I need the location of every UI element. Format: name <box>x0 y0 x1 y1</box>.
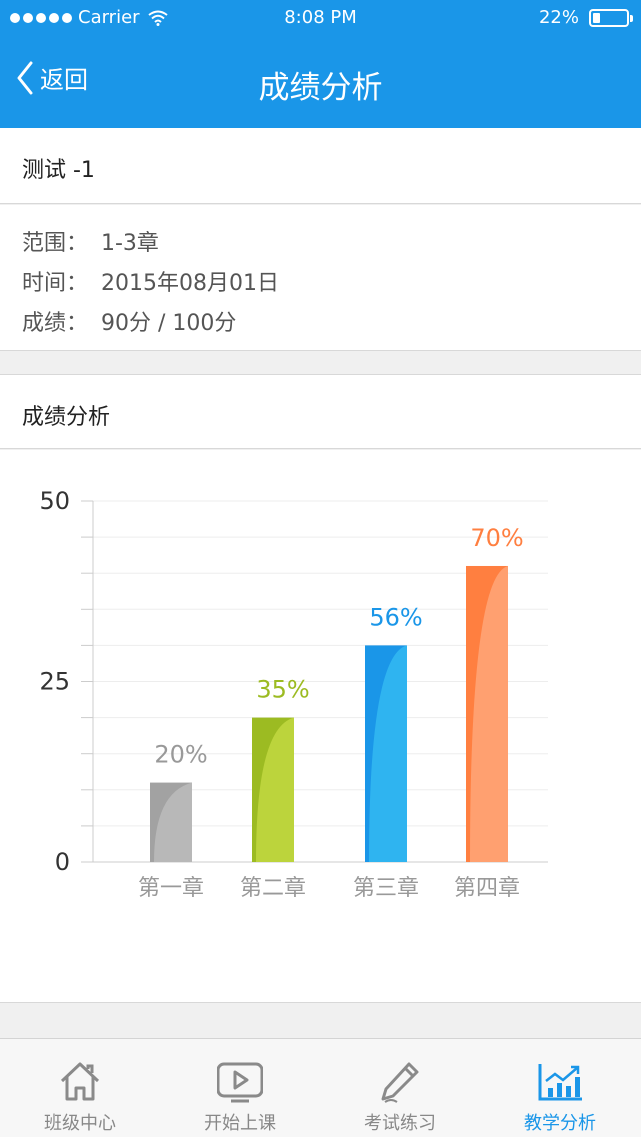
back-label: 返回 <box>40 66 88 94</box>
battery-percent: 22% <box>538 7 579 28</box>
data-label: 35% <box>256 676 309 704</box>
nav-bar: 返回 成绩分析 <box>0 36 641 128</box>
info-row-range: 范围： 1-3章 <box>22 225 159 257</box>
play-icon <box>217 1062 263 1103</box>
chart-area: 0 25 50 20% 第一章 35% 第二章 56% 第三章 70% 第四章 <box>0 450 641 1003</box>
status-left: Carrier <box>10 7 168 28</box>
data-label: 56% <box>369 603 422 631</box>
y-tick-label: 50 <box>39 487 70 515</box>
info-row-score: 成绩： 90分 / 100分 <box>22 305 236 337</box>
tab-label: 考试练习 <box>364 1113 436 1134</box>
y-tick-label: 25 <box>39 668 70 696</box>
home-icon <box>60 1062 100 1101</box>
battery-level <box>593 12 601 23</box>
chart-bar-highlight <box>470 565 508 862</box>
top-bar: Carrier 8:08 PM 22% 返回 成绩分析 <box>0 0 641 128</box>
status-bar: Carrier 8:08 PM 22% <box>0 0 641 36</box>
chart-icon <box>538 1064 582 1101</box>
x-tick-label: 第一章 <box>138 876 204 901</box>
analysis-header: 成绩分析 <box>0 374 641 449</box>
tab-class-center[interactable]: 班级中心 <box>0 1039 160 1137</box>
info-value: 1-3章 <box>101 231 159 256</box>
battery-icon <box>589 8 633 27</box>
page-title: 成绩分析 <box>258 70 383 106</box>
data-label: 70% <box>470 524 523 552</box>
x-tick-label: 第三章 <box>353 876 419 901</box>
bar-chart: 0 25 50 20% 第一章 35% 第二章 56% 第三章 70% 第四章 <box>39 487 548 901</box>
chevron-left-icon <box>17 61 33 94</box>
x-tick-label: 第四章 <box>454 876 520 901</box>
test-header: 测试 -1 <box>0 128 641 204</box>
tab-label: 开始上课 <box>204 1113 276 1134</box>
data-label: 20% <box>154 741 207 769</box>
tab-exam-practice[interactable]: 考试练习 <box>320 1039 480 1137</box>
x-tick-label: 第二章 <box>240 876 306 901</box>
y-tick-label: 0 <box>55 848 70 876</box>
wifi-icon <box>147 10 168 26</box>
test-info: 范围： 1-3章 时间： 2015年08月01日 成绩： 90分 / 100分 <box>0 205 641 351</box>
info-value: 2015年08月01日 <box>101 271 279 296</box>
info-key: 时间： <box>22 271 89 296</box>
chart-bar-highlight <box>154 782 192 862</box>
tab-label: 班级中心 <box>44 1113 116 1134</box>
info-value: 90分 / 100分 <box>101 311 237 336</box>
carrier-label: Carrier <box>78 7 140 28</box>
info-key: 成绩： <box>22 311 89 336</box>
chart-bar-highlight <box>369 645 407 862</box>
signal-icon <box>10 12 72 23</box>
back-button[interactable]: 返回 <box>16 60 88 95</box>
test-name: 测试 -1 <box>22 158 95 183</box>
tab-teaching-analysis[interactable]: 教学分析 <box>480 1039 640 1137</box>
status-right: 22% <box>538 7 633 28</box>
tab-label: 教学分析 <box>524 1113 596 1134</box>
chart-bar-highlight <box>256 717 294 862</box>
info-row-time: 时间： 2015年08月01日 <box>22 265 279 297</box>
tab-start-class[interactable]: 开始上课 <box>160 1039 320 1137</box>
status-time: 8:08 PM <box>284 7 357 28</box>
info-key: 范围： <box>22 231 89 256</box>
tab-bar: 班级中心 开始上课 考试练习 教学分析 <box>0 1038 641 1137</box>
analysis-title: 成绩分析 <box>22 405 111 430</box>
pencil-icon <box>381 1062 419 1103</box>
